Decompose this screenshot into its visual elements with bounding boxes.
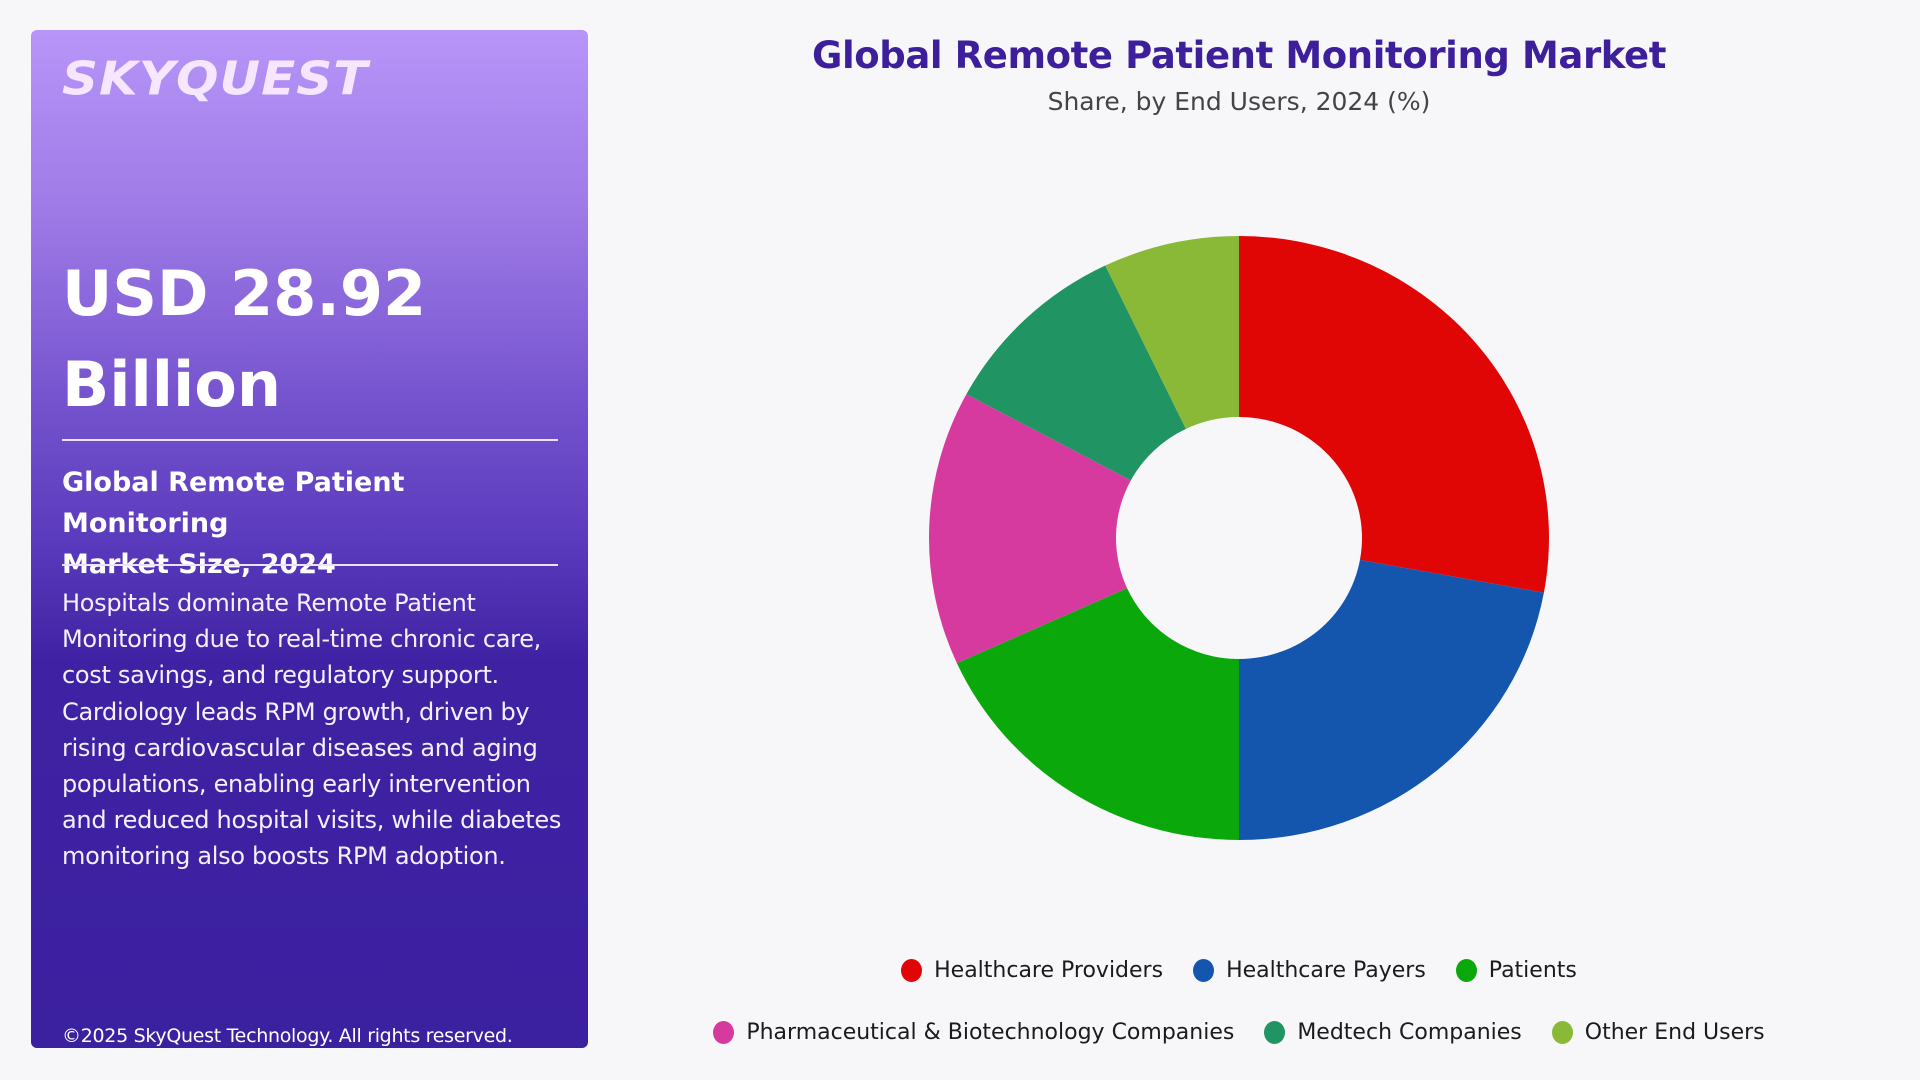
summary-panel: SKYQUEST USD 28.92 Billion Global Remote… (31, 30, 588, 1048)
copyright-text: ©2025 SkyQuest Technology. All rights re… (62, 1025, 513, 1047)
legend-item-healthcare-payers[interactable]: Healthcare Payers (1193, 958, 1426, 983)
donut-slices (929, 236, 1549, 840)
legend-item-other-end-users[interactable]: Other End Users (1551, 1020, 1765, 1045)
legend-label: Healthcare Payers (1226, 958, 1426, 983)
market-value-unit: Billion (62, 348, 281, 421)
legend-label: Medtech Companies (1297, 1020, 1522, 1045)
donut-slice-other-end-users[interactable] (1105, 236, 1239, 429)
legend-dot-icon (1193, 959, 1215, 982)
divider (62, 564, 558, 566)
market-size-label-line1: Global Remote Patient Monitoring (62, 467, 405, 539)
legend-dot-icon (901, 959, 923, 982)
skyquest-logo: SKYQUEST (62, 52, 369, 106)
legend-dot-icon (1551, 1021, 1573, 1044)
market-size-label: Global Remote Patient Monitoring Market … (62, 462, 572, 585)
legend-row-2: Pharmaceutical & Biotechnology Companies… (640, 1020, 1838, 1045)
donut-slice-healthcare-payers[interactable] (1239, 559, 1544, 840)
market-value: USD 28.92 Billion (62, 248, 426, 430)
legend-item-patients[interactable]: Patients (1455, 958, 1577, 983)
market-description: Hospitals dominate Remote Patient Monito… (62, 589, 562, 871)
chart-subtitle: Share, by End Users, 2024 (%) (1047, 87, 1431, 116)
legend-dot-icon (713, 1021, 735, 1044)
legend-label: Pharmaceutical & Biotechnology Companies (746, 1020, 1235, 1045)
donut-slice-pharmaceutical-biotechnology-companies[interactable] (929, 394, 1131, 664)
legend-dot-icon (1455, 959, 1477, 982)
legend-row-1: Healthcare Providers Healthcare Payers P… (640, 958, 1838, 983)
donut-slice-patients[interactable] (956, 588, 1239, 840)
divider (62, 439, 558, 441)
chart-title: Global Remote Patient Monitoring Market (811, 34, 1666, 77)
donut-slice-healthcare-providers[interactable] (1239, 236, 1549, 593)
legend-label: Healthcare Providers (934, 958, 1164, 983)
legend-item-healthcare-providers[interactable]: Healthcare Providers (901, 958, 1163, 983)
legend-item-medtech[interactable]: Medtech Companies (1264, 1020, 1522, 1045)
legend-label: Other End Users (1584, 1020, 1765, 1045)
market-value-amount: USD 28.92 (62, 257, 427, 330)
donut-slice-medtech-companies[interactable] (966, 265, 1186, 481)
legend-dot-icon (1264, 1021, 1286, 1044)
legend-label: Patients (1488, 958, 1577, 983)
legend-item-pharma-biotech[interactable]: Pharmaceutical & Biotechnology Companies (713, 1020, 1234, 1045)
